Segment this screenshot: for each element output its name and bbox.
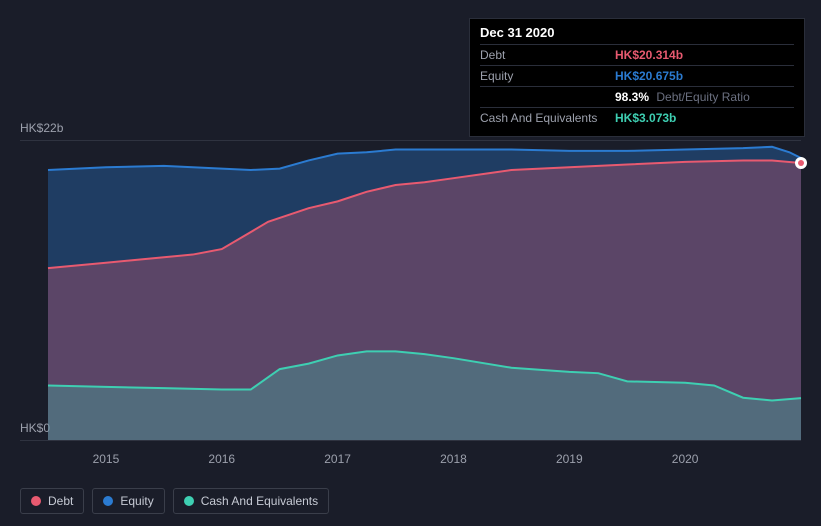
legend-dot-icon [103,496,113,506]
legend-item-label: Equity [120,494,153,508]
tooltip-row-value-wrap: 98.3% Debt/Equity Ratio [615,90,750,104]
tooltip-row-value-wrap: HK$3.073b [615,111,676,125]
gridline [20,440,801,441]
hover-marker-inner [798,160,804,166]
legend-dot-icon [31,496,41,506]
tooltip-row-value-wrap: HK$20.314b [615,48,683,62]
x-axis-label: 2015 [93,452,120,466]
tooltip-row-value-wrap: HK$20.675b [615,69,683,83]
tooltip-row-label: Debt [480,48,615,62]
tooltip-row: EquityHK$20.675b [480,65,794,86]
tooltip-row: DebtHK$20.314b [480,44,794,65]
tooltip-row: Cash And EquivalentsHK$3.073b [480,107,794,128]
legend-item-equity[interactable]: Equity [92,488,164,514]
legend-item-cash-and-equivalents[interactable]: Cash And Equivalents [173,488,329,514]
tooltip-date: Dec 31 2020 [480,25,794,40]
tooltip-row-label: Equity [480,69,615,83]
legend-item-debt[interactable]: Debt [20,488,84,514]
tooltip-row-value: HK$20.675b [615,69,683,83]
legend-item-label: Debt [48,494,73,508]
y-axis-label: HK$0 [20,421,50,435]
x-axis-label: 2020 [672,452,699,466]
legend-dot-icon [184,496,194,506]
x-axis-label: 2019 [556,452,583,466]
x-axis-label: 2017 [324,452,351,466]
x-axis-label: 2018 [440,452,467,466]
tooltip-row-value: HK$3.073b [615,111,676,125]
tooltip-row-value: 98.3% [615,90,649,104]
x-axis-label: 2016 [208,452,235,466]
tooltip-row: 98.3% Debt/Equity Ratio [480,86,794,107]
y-axis-label: HK$22b [20,121,63,135]
plot-area[interactable] [48,140,801,440]
legend: Debt Equity Cash And Equivalents [20,488,329,514]
tooltip-row-label: Cash And Equivalents [480,111,615,125]
chart-tooltip: Dec 31 2020 DebtHK$20.314bEquityHK$20.67… [469,18,805,137]
tooltip-row-value: HK$20.314b [615,48,683,62]
debt-equity-chart: HK$0 HK$22b 2015 2016 2017 2018 2019 2020 Dec … [0,0,821,526]
legend-item-label: Cash And Equivalents [201,494,318,508]
tooltip-row-sub: Debt/Equity Ratio [653,90,750,104]
